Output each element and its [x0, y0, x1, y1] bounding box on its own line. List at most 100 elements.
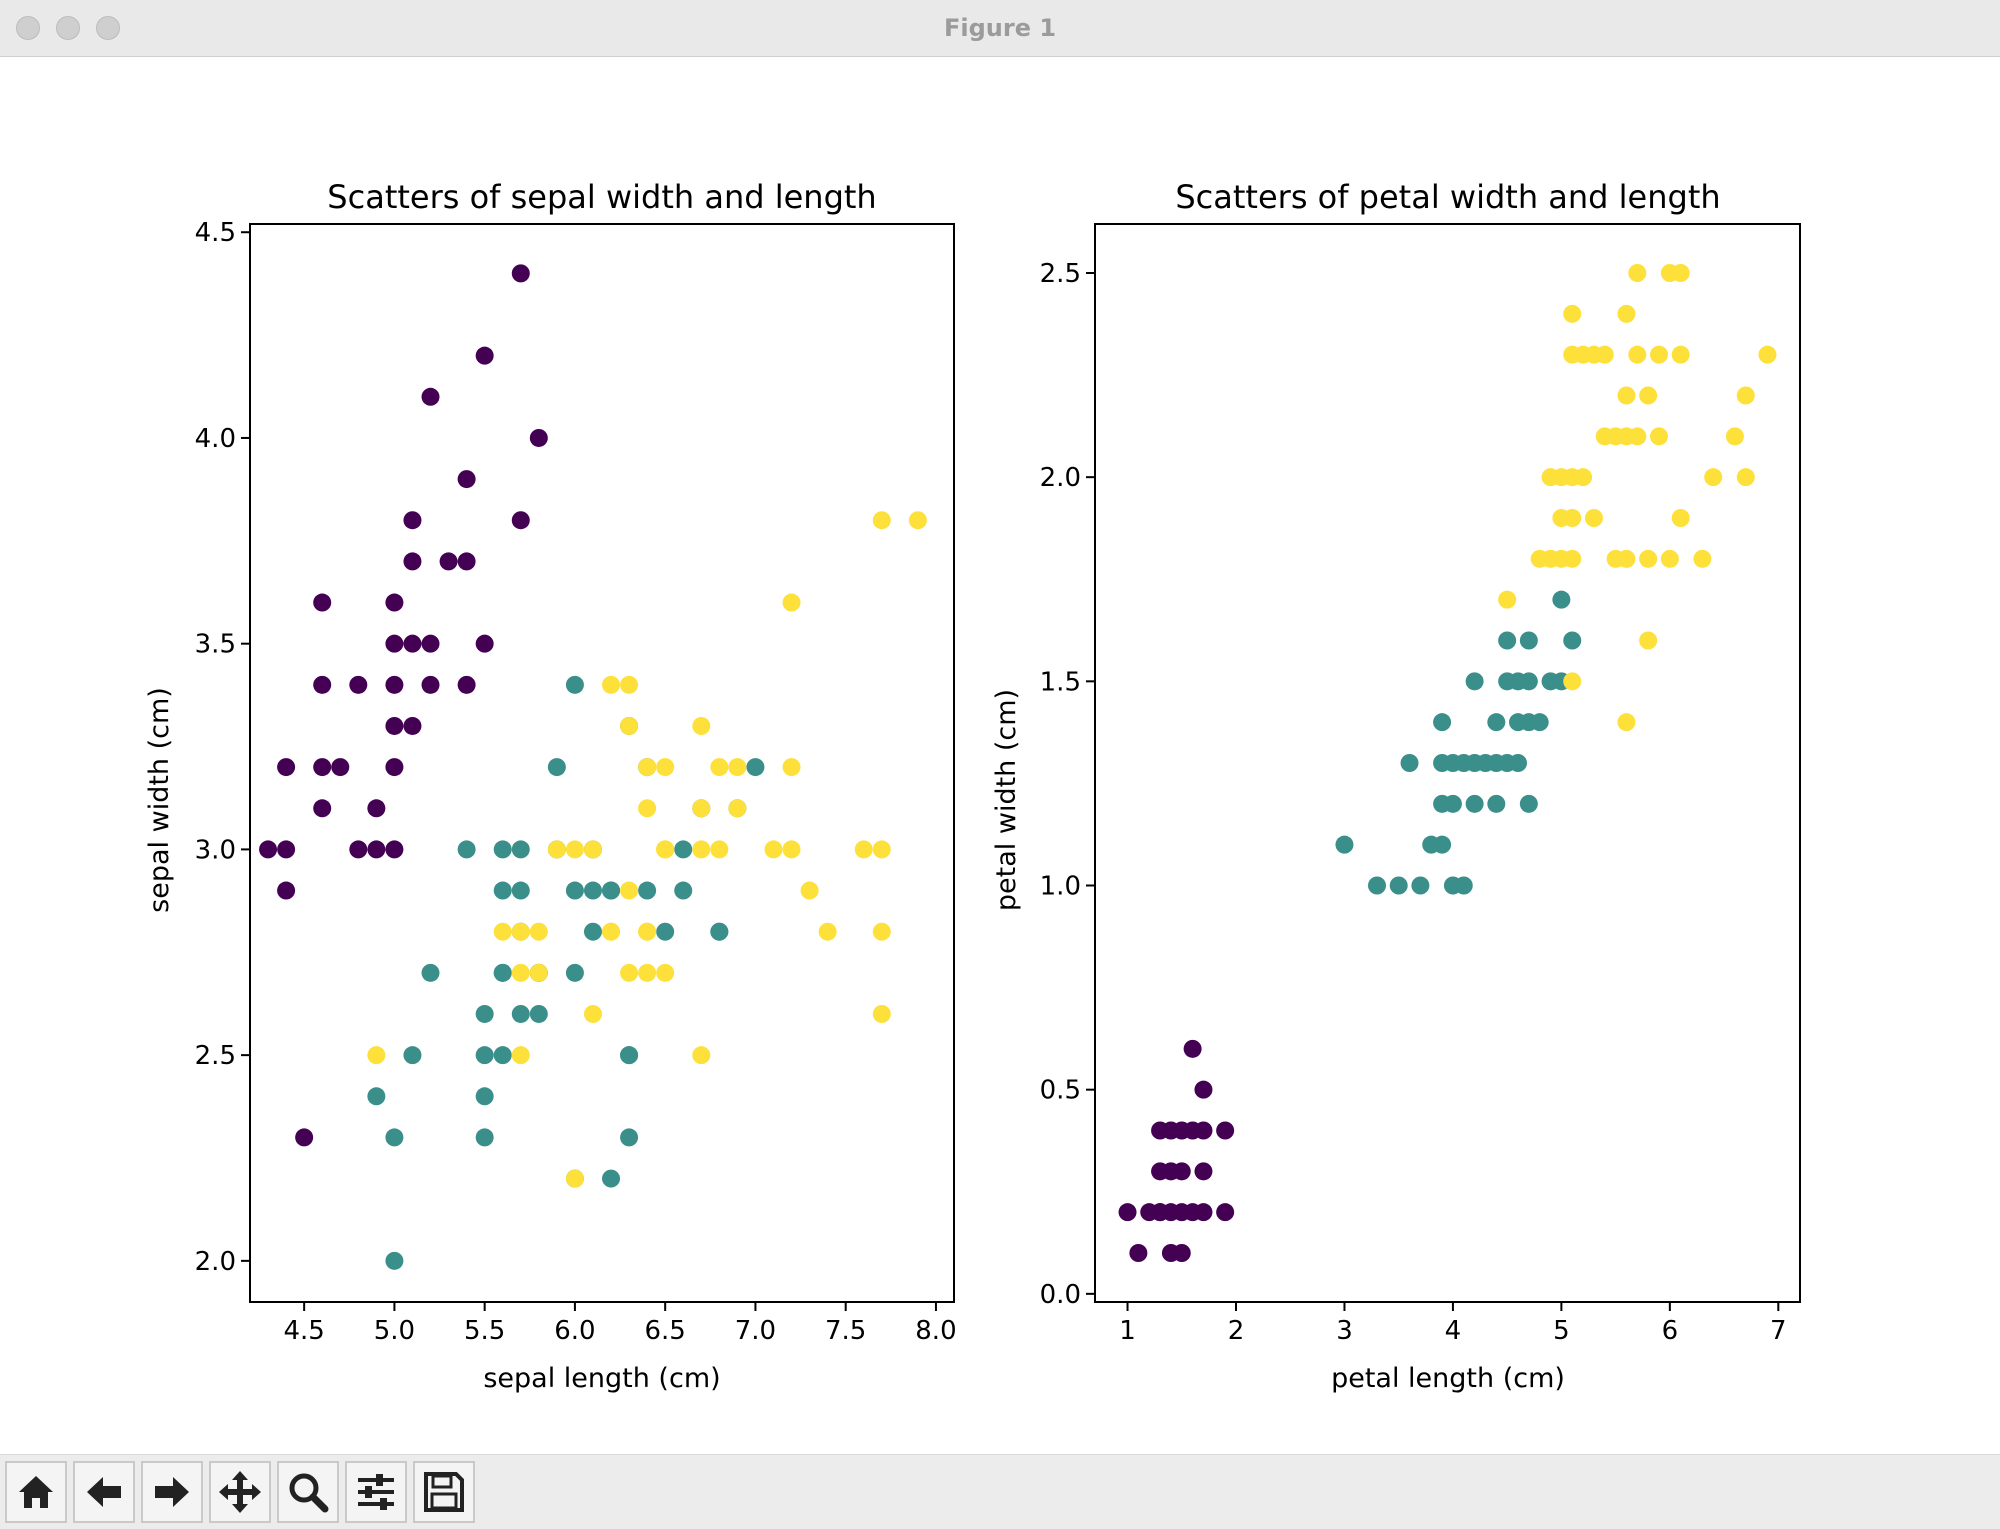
window-title: Figure 1 [943, 14, 1057, 42]
scatter-point-class1 [656, 922, 675, 941]
scatter-point-class1 [1335, 835, 1354, 854]
scatter-point-class1 [1530, 713, 1549, 732]
figure-canvas: Scatters of sepal width and length sepal… [0, 57, 2000, 1453]
x-axis-label: petal length (cm) [1331, 1363, 1565, 1394]
scatter-point-class2 [908, 511, 927, 530]
arrow-right-icon [155, 1477, 189, 1507]
scatter-point-class2 [692, 799, 711, 818]
scatter-point-class0 [1151, 1203, 1170, 1222]
scatter-point-class1 [583, 922, 602, 941]
scatter-point-class0 [1194, 1162, 1213, 1181]
scatter-point-class2 [872, 1004, 891, 1023]
zoom-button[interactable] [277, 1461, 339, 1523]
minimize-window-button[interactable] [56, 16, 80, 40]
scatter-point-class2 [692, 716, 711, 735]
x-tick-label: 1 [1119, 1316, 1136, 1346]
scatter-point-class0 [259, 840, 278, 859]
scatter-point-class2 [638, 799, 657, 818]
scatter-point-class2 [782, 758, 801, 777]
back-button[interactable] [73, 1461, 135, 1523]
scatter-point-class1 [565, 881, 584, 900]
scatter-point-class0 [403, 634, 422, 653]
scatter-point-class2 [1650, 345, 1668, 364]
scatter-point-class1 [583, 881, 602, 900]
scatter-point-class1 [1552, 590, 1571, 609]
pan-button[interactable] [209, 1461, 271, 1523]
x-tick-label: 4.5 [283, 1316, 324, 1346]
scatter-point-class1 [1519, 631, 1538, 650]
configure-subplots-button[interactable] [345, 1461, 407, 1523]
scatter-point-class1 [493, 881, 512, 900]
axis-ticks: 1 2 3 4 5 6 7 0.0 0.5 1.0 1.5 2.0 2.5 [1040, 259, 1787, 1346]
scatter-point-class0 [1216, 1121, 1235, 1140]
y-tick-label: 0.5 [1040, 1076, 1081, 1106]
x-tick-label: 5 [1553, 1316, 1570, 1346]
scatter-point-class0 [439, 552, 458, 571]
zoom-window-button[interactable] [96, 16, 120, 40]
title-bar: Figure 1 [0, 0, 2000, 57]
home-icon [19, 1476, 53, 1508]
scatter-points [1118, 264, 1777, 1262]
close-window-button[interactable] [16, 16, 40, 40]
scatter-point-class1 [674, 881, 693, 900]
scatter-point-class0 [457, 552, 476, 571]
scatter-point-class1 [529, 1004, 548, 1023]
scatter-point-class0 [313, 799, 332, 818]
y-tick-label: 1.5 [1040, 667, 1081, 697]
scatter-point-class1 [475, 1087, 494, 1106]
scatter-point-class2 [1671, 264, 1690, 282]
y-tick-label: 4.5 [195, 218, 236, 248]
scatter-point-class0 [277, 881, 296, 900]
scatter-point-class1 [1400, 754, 1419, 772]
scatter-point-class1 [493, 1046, 512, 1065]
scatter-point-class2 [620, 675, 639, 694]
y-tick-label: 3.5 [195, 630, 236, 660]
scatter-point-class1 [674, 840, 693, 859]
scatter-point-class0 [385, 675, 404, 694]
scatter-point-class2 [1725, 427, 1744, 446]
scatter-point-class0 [1194, 1121, 1213, 1140]
scatter-point-class2 [493, 922, 512, 941]
scatter-point-class0 [1172, 1244, 1191, 1262]
subplot-sepal: Scatters of sepal width and length sepal… [144, 178, 957, 1394]
forward-button[interactable] [141, 1461, 203, 1523]
save-button[interactable] [413, 1461, 475, 1523]
arrow-left-icon [87, 1477, 121, 1507]
scatter-point-class1 [1368, 876, 1386, 895]
scatter-point-class2 [1498, 590, 1517, 609]
scatter-point-class2 [692, 1046, 711, 1065]
scatter-point-class2 [710, 758, 729, 777]
scatter-point-class2 [1704, 468, 1723, 487]
scatter-point-class1 [710, 922, 729, 941]
x-tick-label: 6.0 [554, 1316, 595, 1346]
scatter-point-class1 [547, 758, 566, 777]
scatter-point-class0 [1216, 1203, 1235, 1222]
scatter-point-class2 [656, 840, 675, 859]
chart-title: Scatters of petal width and length [1175, 178, 1720, 216]
scatter-point-class0 [349, 840, 368, 859]
scatter-point-class2 [656, 963, 675, 982]
x-tick-label: 6 [1662, 1316, 1679, 1346]
scatter-point-class2 [1617, 386, 1636, 405]
scatter-point-class0 [313, 758, 332, 777]
scatter-point-class2 [620, 716, 639, 735]
scatter-point-class0 [1194, 1203, 1213, 1222]
scatter-point-class1 [475, 1004, 494, 1023]
scatter-point-class0 [403, 511, 422, 530]
y-tick-label: 2.0 [195, 1247, 236, 1277]
y-axis-label: sepal width (cm) [144, 687, 175, 913]
scatter-point-class2 [511, 922, 530, 941]
scatter-point-class0 [1118, 1203, 1137, 1222]
scatter-point-class0 [367, 799, 386, 818]
scatter-point-class1 [1519, 672, 1538, 691]
scatter-point-class1 [746, 758, 765, 777]
scatter-point-class1 [1465, 794, 1484, 813]
home-button[interactable] [5, 1461, 67, 1523]
y-tick-label: 2.0 [1040, 463, 1081, 493]
scatter-point-class2 [710, 840, 729, 859]
scatter-point-class1 [511, 881, 530, 900]
scatter-point-class0 [511, 264, 530, 283]
scatter-point-class0 [475, 346, 494, 365]
scatter-point-class1 [1487, 794, 1506, 813]
scatter-point-class0 [421, 634, 440, 653]
